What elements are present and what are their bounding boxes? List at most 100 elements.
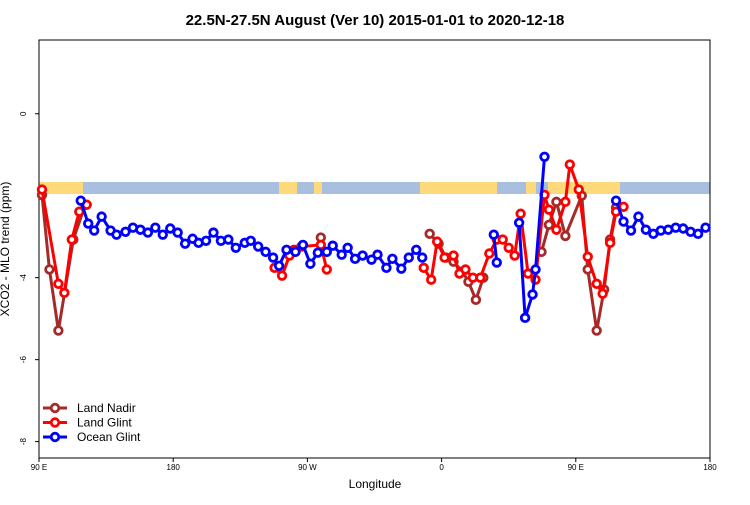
plot-frame [38,39,711,459]
data-point [111,229,122,240]
data-point [497,234,508,245]
series [36,159,629,299]
data-point [470,294,482,306]
land-band [526,182,536,194]
data-point [560,230,571,242]
data-point [460,264,471,275]
data-point [560,196,571,208]
data-point [425,274,437,285]
data-point [396,263,407,274]
data-point [618,216,629,227]
data-point [387,253,398,265]
data-point [88,225,100,236]
data-point [305,258,316,269]
data-point [564,159,576,170]
data-point [297,239,309,251]
data-point [618,201,629,212]
data-point [357,250,368,261]
data-point [573,184,584,195]
data-point [439,252,450,263]
data-point [551,196,562,208]
legend-swatch-marker [49,402,61,414]
land-band [420,182,497,194]
y-tick-label: -6 [19,356,28,364]
data-point [223,234,234,245]
data-point [515,208,526,219]
data-point [36,184,48,195]
data-point [417,252,428,263]
data-point [539,151,550,162]
data-point [633,211,644,222]
data-point [519,312,531,324]
data-point [172,227,183,238]
data-point [200,235,212,247]
chart-title: 22.5N-27.5N August (Ver 10) 2015-01-01 t… [186,12,565,29]
y-tick-label: -8 [19,438,28,446]
legend-swatch-marker [49,431,61,443]
x-tick-label: 180 [167,463,181,472]
data-point [543,204,555,215]
data-point [475,272,486,283]
data-point [700,222,711,233]
data-point [484,248,495,259]
data-point [230,242,242,253]
data-point [312,247,324,258]
data-point [491,257,502,268]
data-point [543,219,555,231]
data-point [513,217,525,228]
data-point [372,249,383,260]
data-point [179,238,191,249]
data-point [625,225,637,236]
data-point [157,229,168,240]
data-point [381,262,392,274]
data-point [527,289,538,300]
x-tick-label: 90 E [31,463,47,472]
x-axis-label: Longitude [349,477,402,491]
land-band [279,182,297,194]
series [75,151,711,324]
data-point [342,242,353,253]
data-point [276,270,288,281]
data-point [142,227,154,238]
data-point [321,264,332,275]
data-point [267,252,279,263]
data-point [522,268,534,279]
data-point [488,229,499,240]
data-point [96,211,107,222]
data-point [336,249,347,260]
data-point [597,288,608,299]
series [36,189,622,336]
data-point [403,252,414,263]
data-point [448,250,459,261]
data-point [321,246,332,258]
data-point [53,325,64,336]
x-tick-label: 90 W [298,463,317,472]
y-tick-label: 0 [19,111,28,116]
data-point [431,236,443,247]
x-tick-label: 90 E [568,463,584,472]
legend-label: Ocean Glint [77,430,141,444]
data-point [150,222,161,233]
legend-swatch-marker [49,417,61,428]
data-point [273,260,285,272]
data-point [591,278,602,290]
data-point [591,325,602,336]
y-axis-label: XCO2 - MLO trend (ppm) [0,182,12,317]
data-point [120,226,131,237]
data-point [692,228,704,240]
x-tick-label: 0 [439,463,444,472]
data-point [640,224,652,235]
data-point [208,227,219,238]
data-point [59,287,70,299]
data-point [530,264,541,275]
data-point [610,195,622,206]
data-point [418,262,429,274]
land-band [39,182,83,194]
data-point [281,244,292,256]
y-tick-label: -4 [19,274,28,282]
data-point [327,240,338,251]
data-point [165,223,176,234]
legend-label: Land Nadir [77,401,136,415]
